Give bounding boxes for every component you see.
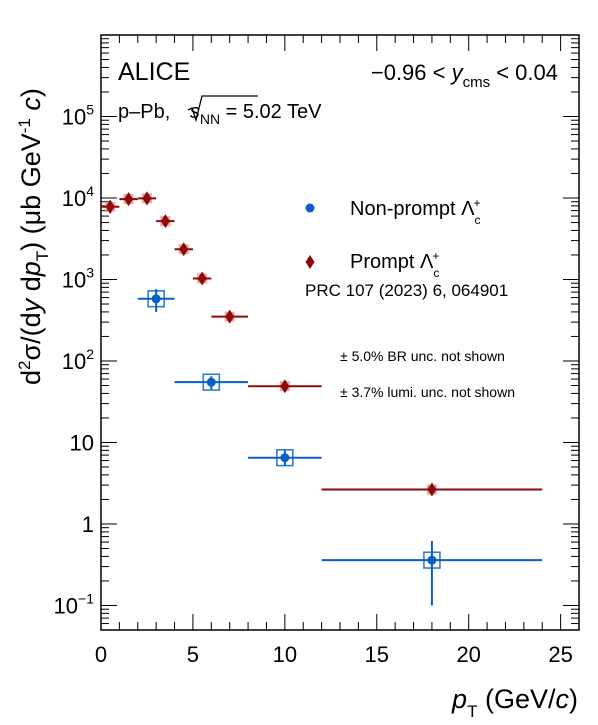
y-tick-label: 105 bbox=[62, 101, 94, 129]
x-tick-label: 15 bbox=[365, 642, 389, 667]
data-point bbox=[105, 199, 115, 214]
data-point bbox=[179, 242, 189, 257]
y-tick-label: 102 bbox=[62, 346, 94, 374]
legend-label-non-prompt: Non-prompt Λc+ bbox=[350, 196, 481, 227]
x-tick-label: 10 bbox=[273, 642, 297, 667]
series-non-prompt bbox=[137, 289, 543, 606]
experiment-label: ALICE bbox=[118, 58, 190, 86]
x-tick-labels: 0 5 10 15 20 25 bbox=[95, 642, 573, 667]
y-axis-title: d2σ/(dy dpT) (μb GeV-1 c) bbox=[15, 88, 52, 385]
x-tick-label: 0 bbox=[95, 642, 107, 667]
data-point bbox=[124, 192, 134, 207]
data-point bbox=[142, 191, 152, 206]
data-point bbox=[160, 214, 170, 229]
x-axis-title: pT (GeV/c) bbox=[451, 684, 578, 721]
legend: Non-prompt Λc+ Prompt Λc+ bbox=[305, 196, 481, 280]
data-point bbox=[427, 482, 437, 497]
data-point bbox=[280, 379, 290, 394]
legend-marker-non-prompt bbox=[305, 203, 315, 213]
sqrt-symbol bbox=[187, 95, 258, 123]
data-point bbox=[225, 309, 235, 324]
plot-frame bbox=[100, 34, 580, 631]
y-tick-label: 10−1 bbox=[54, 590, 95, 618]
data-marks bbox=[101, 191, 543, 606]
rapidity-range-label: −0.96 < ycms < 0.04 bbox=[371, 60, 558, 91]
x-tick-label: 25 bbox=[548, 642, 572, 667]
lumi-uncertainty-note: ± 3.7% lumi. unc. not shown bbox=[340, 384, 515, 400]
data-point bbox=[206, 377, 216, 387]
y-tick-labels: 10−1 1 10 102 103 104 105 bbox=[54, 101, 95, 618]
x-tick-label: 20 bbox=[456, 642, 480, 667]
br-uncertainty-note: ± 5.0% BR unc. not shown bbox=[340, 348, 505, 364]
axis-ticks bbox=[100, 34, 580, 631]
x-tick-label: 5 bbox=[187, 642, 199, 667]
y-tick-label: 103 bbox=[62, 264, 94, 292]
legend-marker-prompt bbox=[305, 255, 315, 269]
y-tick-label: 1 bbox=[82, 512, 94, 537]
data-point bbox=[427, 555, 437, 565]
data-point bbox=[151, 294, 161, 304]
collision-system-label: p–Pb, sNN = 5.02 TeV bbox=[118, 101, 322, 127]
reference-label: PRC 107 (2023) 6, 064901 bbox=[305, 281, 508, 300]
legend-label-prompt: Prompt Λc+ bbox=[350, 249, 439, 280]
y-tick-label: 104 bbox=[62, 183, 94, 211]
y-tick-label: 10 bbox=[70, 430, 94, 455]
data-point bbox=[197, 271, 207, 286]
series-prompt bbox=[101, 191, 543, 497]
data-point bbox=[280, 453, 290, 463]
